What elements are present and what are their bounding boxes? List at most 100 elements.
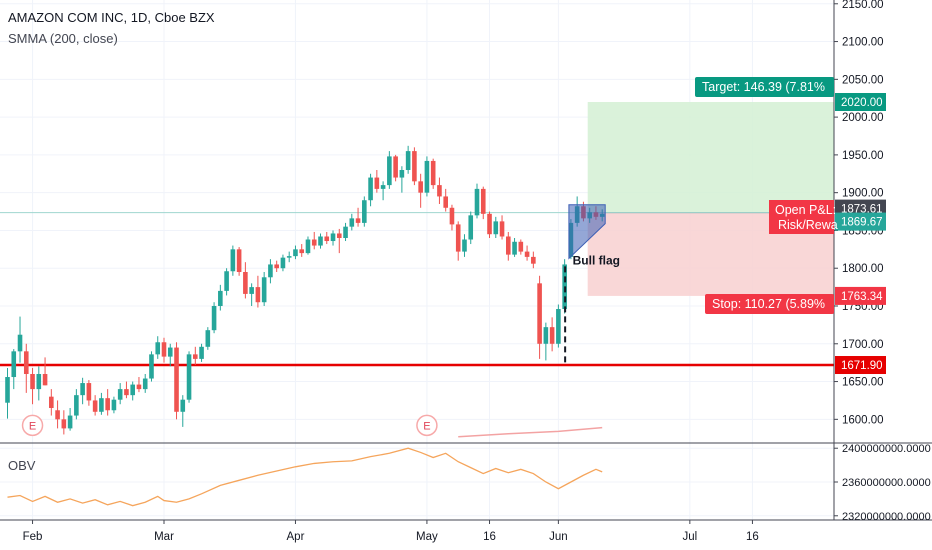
candle-body: [286, 256, 292, 258]
candle-body: [293, 249, 298, 257]
candle-body: [99, 398, 104, 412]
candle-body: [92, 400, 98, 412]
candle-body: [387, 156, 392, 186]
candle-body: [318, 236, 323, 246]
candle-body: [418, 181, 423, 193]
candle-body: [343, 226, 348, 238]
candle-body: [186, 354, 192, 400]
axes: 2150.00 2100.00 2050.00 2000.00 1950.00 1900.…: [23, 0, 931, 543]
candle-body: [556, 309, 561, 344]
candle-body: [430, 160, 436, 186]
candle-body: [499, 221, 505, 237]
candle-body: [355, 218, 361, 223]
price-badge-label: 1763.34: [841, 291, 883, 303]
target-label: Target: 146.39 (7.81%: [702, 80, 825, 94]
price-badge-label: 1869.67: [841, 217, 883, 229]
time-tick-label: Apr: [287, 531, 305, 543]
bull-flag-label: Bull flag: [573, 253, 620, 267]
candle-body: [518, 241, 524, 252]
candle-body: [549, 327, 555, 344]
candle-body: [349, 218, 355, 227]
candle-body: [437, 185, 442, 197]
candle-body: [468, 215, 474, 240]
pnl-label: Open P&L:: [775, 203, 836, 217]
obv-title: OBV: [8, 458, 36, 473]
candle-body: [17, 334, 23, 352]
bull-flag-pattern: Bull flag: [564, 204, 620, 366]
candle-body: [336, 233, 342, 238]
obv-tick-label: 2360000000.0000: [842, 477, 931, 489]
price-tick-label: 2050.00: [842, 74, 884, 86]
candle-body: [524, 251, 530, 257]
candle-body: [462, 239, 467, 252]
candle-body: [330, 233, 336, 242]
candle-body: [193, 354, 198, 359]
candle-body: [274, 264, 279, 269]
candle-body: [30, 374, 35, 390]
candle-body: [142, 378, 148, 390]
earnings-marker: [416, 414, 438, 437]
candle-body: [161, 342, 167, 357]
stop-label: Stop: 110.27 (5.89%: [712, 297, 825, 311]
pnl-box: [769, 200, 834, 234]
risk-reward-label: Risk/Rewa: [778, 218, 838, 232]
price-levels: [0, 212, 834, 367]
candle-body: [280, 257, 286, 269]
obv-series: [7, 447, 603, 507]
target-label-bg: [695, 77, 834, 97]
price-tick-label: 1900.00: [842, 188, 884, 200]
indicator-title: SMMA (200, close): [8, 31, 118, 46]
flag-shape: [568, 204, 606, 260]
candle-body: [399, 170, 405, 178]
candle-body: [537, 283, 542, 344]
candle-body: [180, 399, 186, 412]
obv-tick-label: 2400000000.0000: [842, 443, 931, 455]
price-badge: [835, 356, 886, 375]
candle-body: [543, 327, 549, 344]
candle-body: [67, 415, 73, 429]
candle-body: [324, 236, 330, 242]
smma-line: [458, 426, 603, 438]
time-tick-label: Mar: [154, 531, 174, 543]
price-badge-label: 1671.90: [841, 360, 883, 372]
candle-body: [305, 239, 311, 254]
earnings-marker-label: E: [423, 420, 430, 432]
candle-body: [443, 196, 448, 208]
candle-body: [86, 383, 92, 401]
candle-body: [174, 347, 179, 412]
candle-body: [49, 396, 54, 408]
price-tick-label: 2000.00: [842, 112, 884, 124]
price-badge: [835, 212, 886, 231]
earnings-marker-label: E: [29, 420, 36, 432]
candle-body: [412, 151, 417, 182]
candle-body: [149, 354, 154, 379]
position-zones: [587, 102, 834, 296]
candle-body: [23, 351, 29, 374]
candle-body: [105, 398, 110, 411]
candle-body: [368, 177, 373, 201]
candle-body: [487, 213, 492, 235]
candle-body: [449, 207, 455, 225]
candle-body: [167, 347, 173, 357]
target-zone: [587, 102, 834, 213]
stop-label-bg: [705, 294, 834, 314]
candle-body: [224, 271, 229, 291]
price-tick-label: 1650.00: [842, 377, 884, 389]
smma-series: [458, 426, 603, 438]
candle-body: [249, 287, 254, 294]
symbol-title: AMAZON COM INC, 1D, Cboe BZX: [8, 10, 215, 25]
candle-body: [268, 264, 273, 278]
candle-body: [117, 389, 123, 400]
candle-body: [136, 384, 142, 390]
candle-body: [74, 395, 79, 416]
candle-body: [124, 389, 129, 396]
candle-body: [455, 224, 461, 252]
time-tick-label: Jun: [549, 531, 568, 543]
price-badge: [835, 93, 886, 111]
earnings-marker: [21, 414, 44, 437]
candle-body: [230, 249, 236, 272]
candle-body: [11, 351, 17, 378]
obv-panel: [0, 442, 932, 521]
candle-body: [236, 249, 242, 272]
